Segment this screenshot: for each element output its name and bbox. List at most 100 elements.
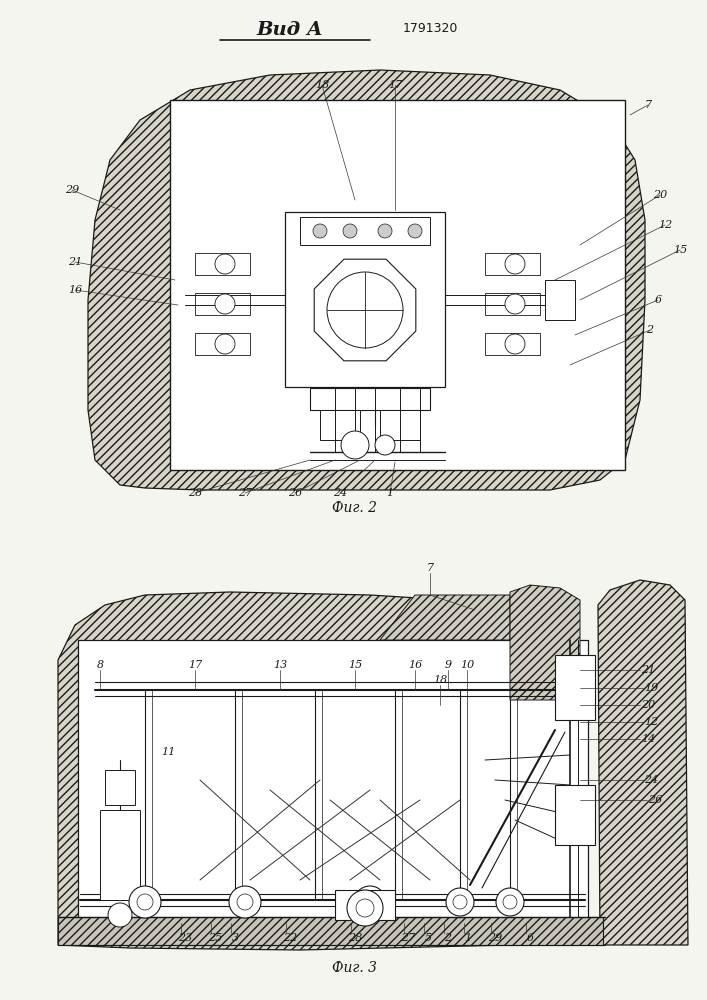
Bar — [380, 410, 420, 440]
Circle shape — [237, 894, 253, 910]
Circle shape — [362, 894, 378, 910]
Text: 23: 23 — [178, 933, 192, 943]
Text: 10: 10 — [460, 660, 474, 670]
Text: 22: 22 — [283, 933, 297, 943]
Polygon shape — [510, 585, 580, 700]
Circle shape — [313, 224, 327, 238]
Bar — [485, 253, 540, 275]
Text: 29: 29 — [65, 185, 79, 195]
Circle shape — [215, 254, 235, 274]
Text: 25: 25 — [208, 933, 222, 943]
Text: 7: 7 — [645, 100, 652, 110]
Text: 21: 21 — [68, 257, 82, 267]
Bar — [555, 655, 595, 720]
Circle shape — [129, 886, 161, 918]
Text: 26: 26 — [648, 795, 662, 805]
Circle shape — [229, 886, 261, 918]
Circle shape — [341, 431, 369, 459]
Text: 17: 17 — [188, 660, 202, 670]
Circle shape — [356, 899, 374, 917]
Text: 24: 24 — [644, 775, 658, 785]
Text: 28: 28 — [348, 933, 362, 943]
Bar — [78, 640, 588, 925]
Text: 18: 18 — [315, 80, 329, 90]
Text: 17: 17 — [388, 80, 402, 90]
Circle shape — [453, 895, 467, 909]
Text: 16: 16 — [68, 285, 82, 295]
Text: Фиг. 2: Фиг. 2 — [332, 501, 378, 515]
Circle shape — [215, 294, 235, 314]
Text: 3: 3 — [231, 933, 238, 943]
Text: 14: 14 — [641, 734, 655, 744]
Text: 27: 27 — [401, 933, 415, 943]
Text: 12: 12 — [658, 220, 672, 230]
Text: 1791320: 1791320 — [402, 21, 457, 34]
Bar — [545, 280, 575, 320]
Circle shape — [343, 224, 357, 238]
Bar — [310, 388, 430, 410]
Circle shape — [446, 888, 474, 916]
Bar — [58, 917, 603, 945]
Text: 12: 12 — [644, 717, 658, 727]
Bar — [300, 217, 430, 245]
Text: 9: 9 — [445, 660, 452, 670]
Text: 28: 28 — [188, 488, 202, 498]
Bar — [320, 410, 360, 440]
Polygon shape — [598, 580, 688, 945]
Bar — [170, 100, 625, 470]
Circle shape — [354, 886, 386, 918]
Text: 2: 2 — [445, 933, 452, 943]
Circle shape — [505, 294, 525, 314]
Circle shape — [137, 894, 153, 910]
Polygon shape — [380, 595, 510, 640]
Text: 20: 20 — [641, 700, 655, 710]
Circle shape — [375, 435, 395, 455]
Text: 2: 2 — [646, 325, 653, 335]
Polygon shape — [314, 259, 416, 361]
Text: 13: 13 — [273, 660, 287, 670]
Text: 24: 24 — [333, 488, 347, 498]
Bar — [100, 810, 140, 900]
Circle shape — [327, 272, 403, 348]
Text: Вид А: Вид А — [257, 21, 323, 39]
Text: 20: 20 — [653, 190, 667, 200]
Text: 1: 1 — [387, 488, 394, 498]
Text: 8: 8 — [96, 660, 103, 670]
Text: 15: 15 — [348, 660, 362, 670]
Circle shape — [408, 224, 422, 238]
Bar — [485, 293, 540, 315]
Text: 1: 1 — [464, 933, 472, 943]
Circle shape — [505, 334, 525, 354]
Bar — [195, 293, 250, 315]
Bar — [285, 212, 445, 387]
Text: 29: 29 — [488, 933, 502, 943]
Circle shape — [378, 224, 392, 238]
Bar — [555, 785, 595, 845]
Circle shape — [496, 888, 524, 916]
Text: 15: 15 — [673, 245, 687, 255]
Text: 11: 11 — [161, 747, 175, 757]
Text: 6: 6 — [527, 933, 534, 943]
Text: 5: 5 — [424, 933, 431, 943]
Text: Фиг. 3: Фиг. 3 — [332, 961, 378, 975]
Circle shape — [503, 895, 517, 909]
Polygon shape — [58, 592, 525, 950]
Text: 19: 19 — [644, 683, 658, 693]
Text: 26: 26 — [288, 488, 302, 498]
Text: 27: 27 — [238, 488, 252, 498]
Bar — [195, 333, 250, 355]
Bar — [335, 890, 395, 920]
Text: 18: 18 — [433, 675, 447, 685]
Circle shape — [347, 890, 383, 926]
Bar — [195, 253, 250, 275]
Text: 6: 6 — [655, 295, 662, 305]
Text: 7: 7 — [426, 563, 433, 573]
Bar — [105, 770, 135, 805]
Bar — [485, 333, 540, 355]
Circle shape — [215, 334, 235, 354]
Polygon shape — [88, 70, 645, 490]
Circle shape — [108, 903, 132, 927]
Circle shape — [505, 254, 525, 274]
Text: 21: 21 — [641, 665, 655, 675]
Text: 16: 16 — [408, 660, 422, 670]
